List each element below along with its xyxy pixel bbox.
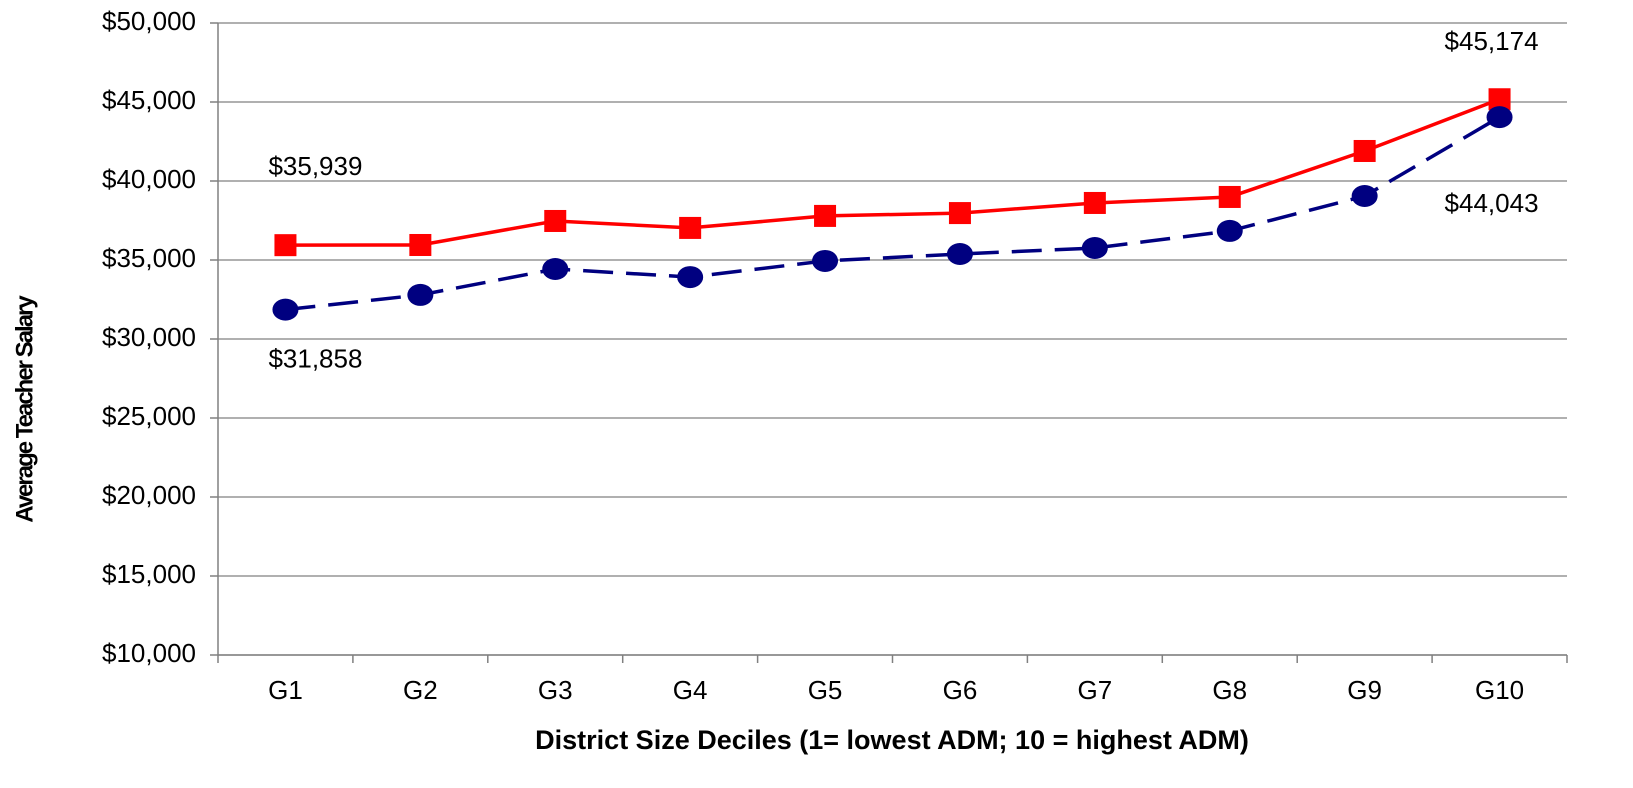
marker xyxy=(812,249,839,272)
marker xyxy=(679,216,702,239)
marker xyxy=(542,258,569,281)
y-tick-label: $10,000 xyxy=(102,638,196,668)
y-tick-label: $45,000 xyxy=(102,85,196,115)
data-label: $44,043 xyxy=(1445,188,1539,218)
marker xyxy=(407,283,434,306)
marker xyxy=(272,298,299,321)
y-axis-title: Average Teacher Salary xyxy=(11,295,38,523)
marker xyxy=(814,204,837,227)
marker xyxy=(948,202,971,225)
marker xyxy=(946,242,973,265)
y-tick-label: $35,000 xyxy=(102,243,196,273)
marker xyxy=(1488,88,1511,111)
x-tick-label: G1 xyxy=(268,675,303,705)
marker xyxy=(1083,191,1106,214)
y-tick-label: $15,000 xyxy=(102,559,196,589)
y-tick-label: $20,000 xyxy=(102,480,196,510)
x-tick-label: G8 xyxy=(1212,675,1247,705)
marker xyxy=(1081,236,1108,259)
data-label: $35,939 xyxy=(268,151,362,181)
y-tick-label: $30,000 xyxy=(102,322,196,352)
marker xyxy=(1351,185,1378,208)
y-tick-label: $40,000 xyxy=(102,164,196,194)
series-line xyxy=(285,115,1501,312)
marker xyxy=(1216,219,1243,242)
marker xyxy=(1218,185,1241,208)
x-tick-label: G7 xyxy=(1078,675,1113,705)
x-tick-label: G10 xyxy=(1475,675,1524,705)
x-tick-label: G3 xyxy=(538,675,573,705)
x-tick-label: G9 xyxy=(1347,675,1382,705)
marker xyxy=(1353,139,1376,162)
marker xyxy=(1486,106,1513,129)
x-tick-label: G6 xyxy=(943,675,978,705)
data-label: $45,174 xyxy=(1445,26,1539,56)
x-tick-label: G5 xyxy=(808,675,843,705)
y-tick-label: $50,000 xyxy=(102,6,196,36)
marker xyxy=(409,233,432,256)
data-label: $31,858 xyxy=(268,344,362,374)
marker xyxy=(544,209,567,232)
x-tick-label: G2 xyxy=(403,675,438,705)
x-axis-title: District Size Deciles (1= lowest ADM; 10… xyxy=(535,725,1249,755)
marker xyxy=(274,234,297,257)
marker xyxy=(677,266,704,289)
y-tick-label: $25,000 xyxy=(102,401,196,431)
x-tick-label: G4 xyxy=(673,675,708,705)
series-line xyxy=(285,97,1501,247)
